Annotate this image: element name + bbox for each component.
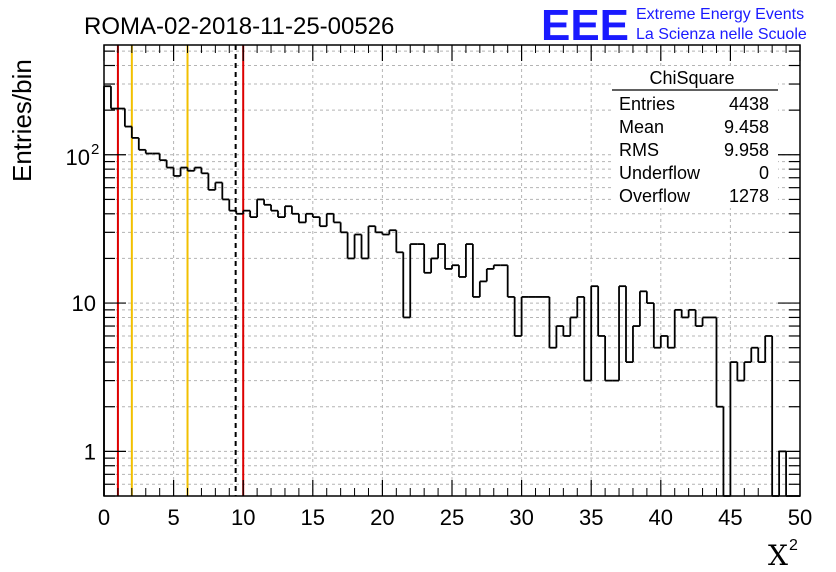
chart-title: ROMA-02-2018-11-25-00526 xyxy=(84,13,394,40)
y-tick-label: 10 xyxy=(72,291,96,316)
stats-label-rms: RMS xyxy=(619,140,659,160)
reference-lines xyxy=(116,45,245,496)
stats-value-overflow: 1278 xyxy=(729,186,769,206)
x-tick-label: 5 xyxy=(167,505,179,530)
x-tick-label: 10 xyxy=(231,505,255,530)
stats-label-underflow: Underflow xyxy=(619,163,701,183)
stats-value-entries: 4438 xyxy=(729,94,769,114)
stats-label-mean: Mean xyxy=(619,117,664,137)
logo-line2: La Scienza nelle Scuole xyxy=(636,26,807,43)
x-tick-label: 30 xyxy=(509,505,533,530)
stats-box-background xyxy=(612,68,778,208)
stats-label-entries: Entries xyxy=(619,94,675,114)
x-tick-label: 0 xyxy=(98,505,110,530)
logo-eee: EEE xyxy=(541,1,629,50)
x-axis-title-superscript: 2 xyxy=(789,537,798,554)
stats-box: ChiSquare Entries 4438 Mean 9.458 RMS 9.958 Un… xyxy=(612,68,778,208)
y-tick-label-exponent: 2 xyxy=(91,141,99,158)
y-tick-label: 10 xyxy=(66,145,90,170)
x-tick-label: 40 xyxy=(649,505,673,530)
axis-ticks xyxy=(103,45,801,497)
x-tick-label: 20 xyxy=(370,505,394,530)
grid-lines xyxy=(104,45,800,497)
x-tick-label: 25 xyxy=(440,505,464,530)
x-axis-title-base: X xyxy=(768,539,788,572)
logo-line1: Extreme Energy Events xyxy=(636,6,804,23)
x-tick-label: 45 xyxy=(718,505,742,530)
x-tick-label: 15 xyxy=(301,505,325,530)
stats-value-rms: 9.958 xyxy=(724,140,769,160)
x-axis-title: X 2 xyxy=(768,537,798,572)
stats-title: ChiSquare xyxy=(649,68,734,88)
y-tick-label: 1 xyxy=(84,439,96,464)
stats-label-overflow: Overflow xyxy=(619,186,691,206)
y-axis-title: Entries/bin xyxy=(7,59,37,182)
x-tick-label: 50 xyxy=(788,505,812,530)
x-tick-label: 35 xyxy=(579,505,603,530)
stats-value-mean: 9.458 xyxy=(724,117,769,137)
stats-rows: Entries 4438 Mean 9.458 RMS 9.958 Underflow 0 Ov… xyxy=(619,94,769,206)
eee-logo: EEE Extreme Energy Events La Scienza nel… xyxy=(541,1,807,50)
stats-value-underflow: 0 xyxy=(759,163,769,183)
